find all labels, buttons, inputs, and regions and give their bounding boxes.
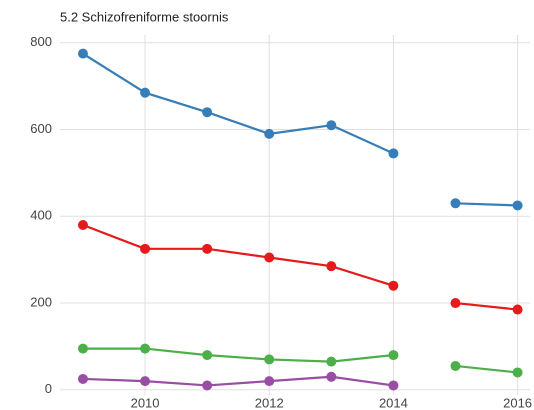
data-point: [512, 304, 523, 315]
data-point: [140, 376, 151, 387]
data-point: [512, 200, 523, 211]
data-point: [202, 350, 213, 361]
data-point: [450, 360, 461, 371]
y-tick-label: 600: [30, 121, 52, 136]
chart-title: 5.2 Schizofreniforme stoornis: [60, 9, 229, 24]
data-point: [388, 380, 399, 391]
data-point: [202, 107, 213, 118]
data-point: [326, 371, 337, 382]
x-tick-label: 2014: [379, 395, 408, 410]
data-point: [202, 243, 213, 254]
data-point: [264, 354, 275, 365]
data-point: [264, 252, 275, 263]
data-point: [326, 356, 337, 367]
data-point: [450, 198, 461, 209]
y-tick-label: 800: [30, 34, 52, 49]
data-point: [326, 120, 337, 131]
series-line: [82, 52, 518, 207]
data-point: [388, 350, 399, 361]
data-point: [326, 261, 337, 272]
data-point: [450, 298, 461, 309]
data-point: [264, 376, 275, 387]
data-point: [512, 367, 523, 378]
y-tick-label: 400: [30, 208, 52, 223]
data-point: [140, 243, 151, 254]
series-line: [82, 375, 394, 387]
data-point: [77, 48, 88, 59]
data-point: [140, 343, 151, 354]
data-point: [202, 380, 213, 391]
y-tick-label: 0: [45, 381, 52, 396]
data-point: [264, 128, 275, 139]
series-line: [82, 347, 518, 374]
y-tick-label: 200: [30, 294, 52, 309]
data-point: [77, 373, 88, 384]
data-point: [77, 343, 88, 354]
data-point: [77, 219, 88, 230]
x-tick-label: 2012: [255, 395, 284, 410]
data-point: [140, 87, 151, 98]
series-line: [82, 223, 518, 311]
x-tick-label: 2010: [131, 395, 160, 410]
x-tick-label: 2016: [503, 395, 532, 410]
data-point: [388, 148, 399, 159]
data-point: [388, 280, 399, 291]
